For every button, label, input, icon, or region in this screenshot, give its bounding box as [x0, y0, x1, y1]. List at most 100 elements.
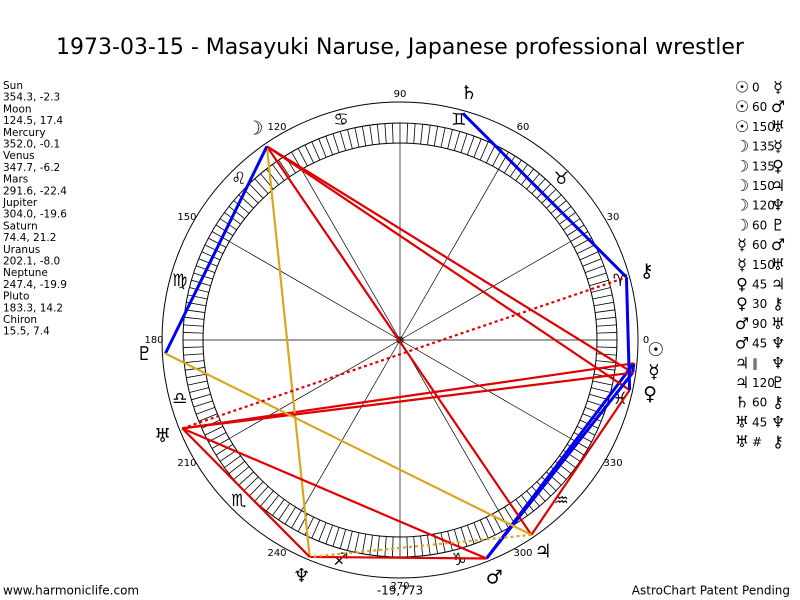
degree-label: 120 — [267, 122, 286, 133]
aspect-line — [265, 146, 311, 558]
degree-label: 240 — [267, 548, 286, 559]
ring-tick — [238, 471, 254, 486]
aspect-from: ☉ — [735, 78, 749, 97]
spoke — [399, 339, 499, 511]
ring-tick — [219, 449, 237, 462]
ring-tick — [332, 133, 340, 153]
aspect-angle: 120 — [752, 199, 775, 213]
ring-tick — [595, 360, 616, 364]
planet-glyph: ☽ — [246, 118, 263, 140]
aspect-line — [530, 389, 631, 536]
degree-label: 270 — [390, 581, 409, 592]
ring-tick — [570, 231, 589, 242]
ring-tick — [498, 510, 509, 529]
aspect-from: ♅ — [735, 432, 749, 451]
ring-tick — [291, 510, 302, 529]
aspect-to: ♅ — [771, 255, 785, 274]
sign-glyph: ♎ — [172, 389, 187, 409]
ring-tick — [361, 126, 367, 147]
ring-tick — [576, 244, 596, 255]
ring-tick — [515, 499, 528, 516]
aspect-from: ☽ — [735, 196, 749, 215]
planet-glyph: ♇ — [136, 343, 153, 365]
aspect-to: ♃ — [771, 176, 785, 195]
ring-tick — [325, 135, 333, 156]
aspect-line — [181, 427, 487, 560]
ring-tick — [592, 294, 613, 300]
ring-tick — [195, 407, 216, 415]
ring-tick — [485, 144, 496, 164]
aspect-from: ♂ — [735, 314, 749, 333]
aspect-to: ☿ — [773, 137, 783, 156]
aspect-angle: 0 — [752, 81, 760, 95]
degree-label: 180 — [144, 335, 163, 346]
ring-tick — [473, 522, 482, 542]
sign-glyph: ♑ — [451, 550, 466, 570]
ring-tick — [479, 141, 489, 161]
aspect-from: ☽ — [735, 176, 749, 195]
ring-tick — [211, 438, 230, 449]
ring-tick — [204, 425, 224, 436]
degree-label: 150 — [177, 212, 196, 223]
aspect-to: ♃ — [771, 275, 785, 294]
aspect-to: ⚷ — [772, 294, 784, 313]
aspect-angle: 60 — [752, 396, 767, 410]
aspect-from: ♂ — [735, 334, 749, 353]
planet-name: Venus — [3, 150, 35, 162]
aspect-from: ♅ — [735, 412, 749, 431]
ring-tick — [447, 129, 453, 149]
aspect-angle: 135 — [752, 140, 775, 154]
planet-name: Uranus — [3, 244, 40, 256]
ring-tick — [311, 141, 321, 161]
planet-name: Mercury — [3, 127, 46, 139]
ring-tick — [198, 413, 218, 422]
ring-tick — [228, 460, 246, 474]
spoke — [229, 241, 401, 341]
ring-tick — [595, 309, 615, 313]
aspect-line — [164, 145, 269, 355]
planet-name: Mars — [3, 174, 28, 186]
ring-tick — [354, 127, 360, 148]
ring-tick — [592, 380, 613, 386]
ring-tick — [541, 188, 557, 204]
footer-center: -19,773 — [377, 584, 423, 598]
sign-glyph: ♐ — [333, 550, 348, 570]
ring-tick — [354, 532, 360, 553]
aspect-angle: # — [752, 435, 762, 449]
ring-tick — [392, 123, 394, 144]
ring-tick — [593, 301, 614, 307]
aspect-line — [462, 112, 628, 279]
planet-name: Neptune — [3, 267, 48, 279]
sign-glyph: ♓ — [613, 389, 628, 409]
sign-glyph: ♒ — [554, 491, 569, 511]
aspect-from: ☽ — [735, 137, 749, 156]
ring-tick — [193, 400, 213, 408]
ring-tick — [369, 125, 373, 145]
aspect-from: ♀ — [736, 275, 748, 294]
ring-tick — [531, 178, 546, 194]
ring-tick — [183, 353, 204, 356]
planet-name: Chiron — [3, 314, 37, 326]
ring-tick — [297, 148, 308, 167]
planet-position: 352.0, -0.1 — [3, 139, 60, 151]
aspect-angle: 45 — [752, 278, 767, 292]
chart-title: 1973-03-15 - Masayuki Naruse, Japanese p… — [56, 35, 745, 60]
ring-tick — [413, 536, 416, 557]
planet-name: Pluto — [3, 291, 29, 303]
ring-tick — [332, 527, 340, 547]
ring-tick — [376, 124, 380, 145]
ring-tick — [248, 481, 264, 497]
aspect-angle: 120 — [752, 376, 775, 390]
planet-glyph: ♃ — [535, 541, 552, 563]
ring-tick — [479, 519, 489, 539]
ring-tick — [272, 164, 285, 181]
ring-tick — [233, 200, 250, 214]
degree-label: 330 — [603, 458, 622, 469]
ring-tick — [278, 159, 291, 177]
planet-glyph: ⚷ — [640, 260, 654, 282]
ring-tick — [589, 279, 609, 287]
spoke — [229, 339, 401, 439]
ring-tick — [318, 138, 327, 158]
ring-tick — [347, 531, 353, 551]
aspect-line — [309, 555, 487, 560]
